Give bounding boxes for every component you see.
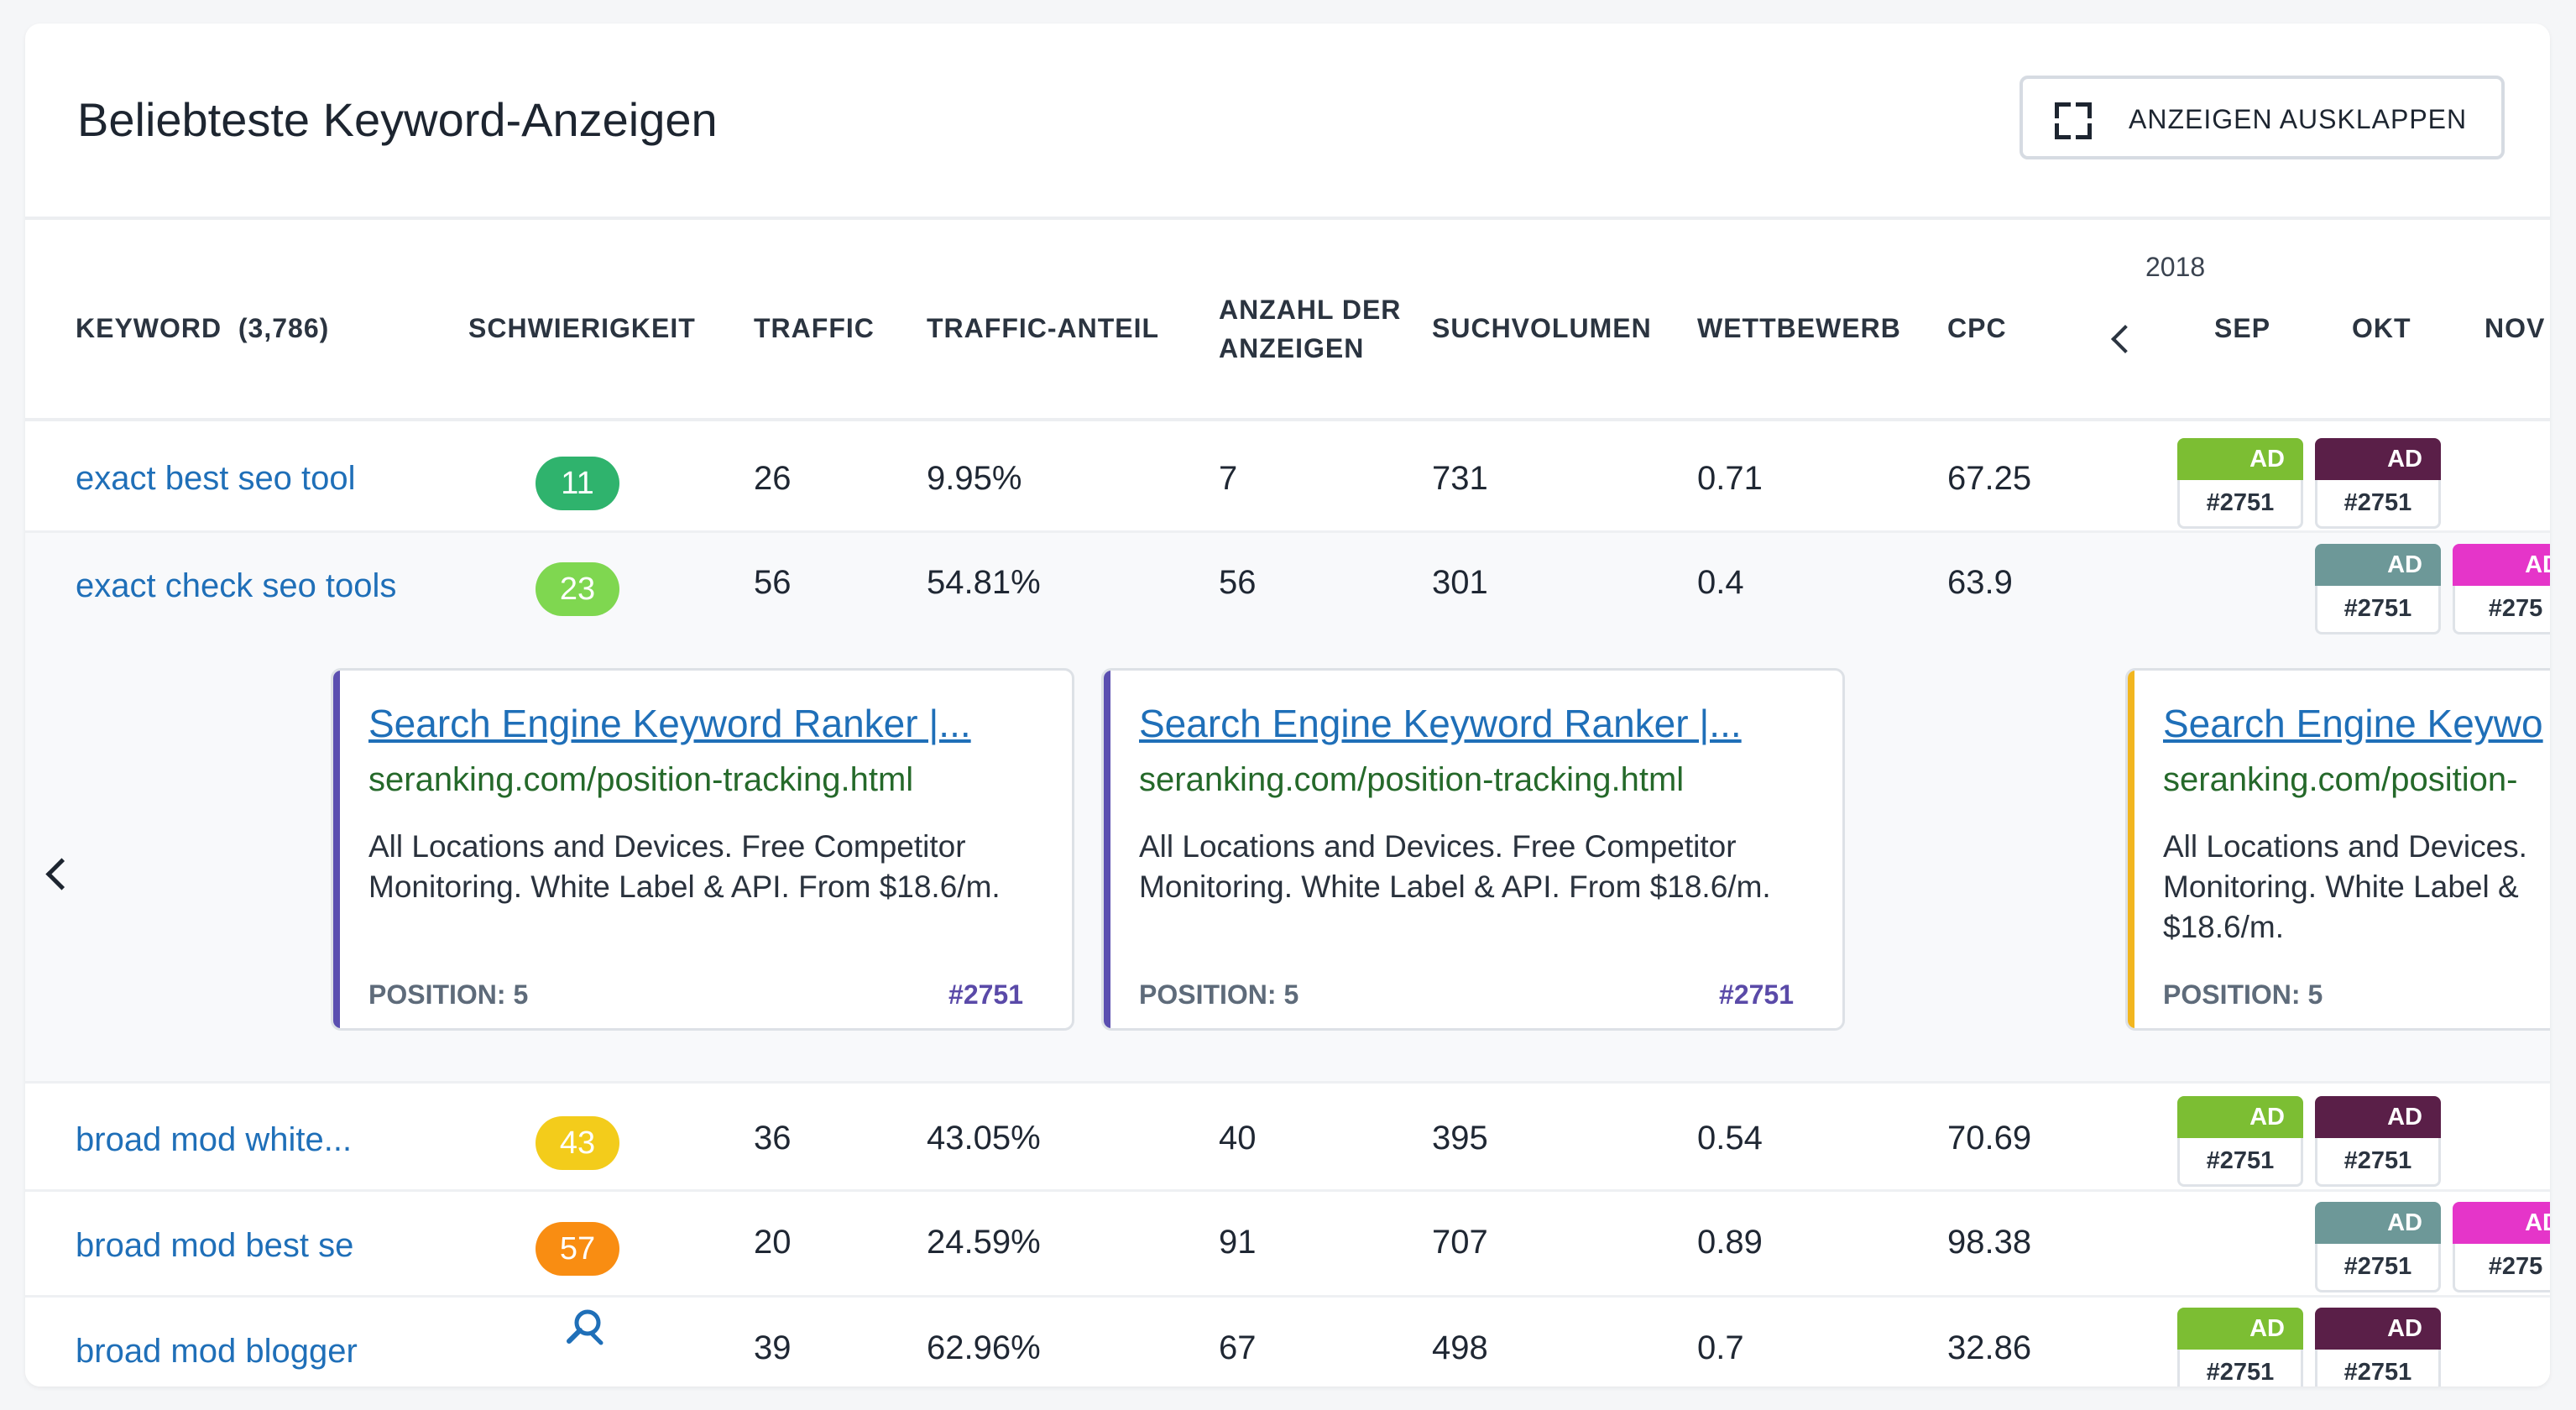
page-title: Beliebteste Keyword-Anzeigen <box>77 93 718 146</box>
card-accent-bar <box>333 671 340 1028</box>
ad-badge[interactable]: AD #2751 <box>2177 438 2303 529</box>
table-row[interactable] <box>25 1192 2550 1295</box>
ad-id: #2751 <box>1719 979 1794 1010</box>
ads-count-value: 91 <box>1219 1224 1257 1261</box>
traffic-share-value: 9.95% <box>927 460 1022 497</box>
ad-preview-card[interactable]: Search Engine Keyword Ranker |... serank… <box>331 668 1074 1031</box>
traffic-share-value: 24.59% <box>927 1224 1041 1261</box>
ad-badge[interactable]: AD #2751 <box>2315 1202 2441 1292</box>
card-accent-bar <box>2128 671 2134 1028</box>
column-header-traffic-share[interactable]: TRAFFIC-ANTEIL <box>927 313 1160 343</box>
competition-value: 0.89 <box>1697 1224 1763 1261</box>
expand-ads-button-label: ANZEIGEN AUSKLAPPEN <box>2129 104 2468 134</box>
cpc-value: 63.9 <box>1947 564 2013 601</box>
traffic-value: 36 <box>754 1120 792 1157</box>
traffic-value: 56 <box>754 564 792 601</box>
search-volume-value: 301 <box>1432 564 1488 601</box>
chevron-left-icon[interactable] <box>2111 325 2140 353</box>
table-row[interactable] <box>25 1084 2550 1189</box>
keyword-link[interactable]: exact best seo tool <box>76 460 356 497</box>
cpc-value: 67.25 <box>1947 460 2032 497</box>
header-divider <box>25 217 2550 220</box>
competition-value: 0.4 <box>1697 564 1744 601</box>
expand-icon <box>2055 102 2092 139</box>
keyword-link[interactable]: broad mod blogger <box>76 1333 358 1370</box>
ad-position: POSITION: 5 <box>2163 979 2323 1010</box>
difficulty-badge: 57 <box>536 1222 619 1276</box>
table-header-divider <box>25 418 2550 421</box>
ad-id: #2751 <box>948 979 1023 1010</box>
competition-value: 0.54 <box>1697 1120 1763 1157</box>
month-sep: SEP <box>2214 313 2271 343</box>
ad-badge[interactable]: AD#275 <box>2453 544 2550 634</box>
search-volume-value: 731 <box>1432 460 1488 497</box>
difficulty-badge: 23 <box>536 562 619 616</box>
cpc-value: 98.38 <box>1947 1224 2032 1261</box>
traffic-share-value: 43.05% <box>927 1120 1041 1157</box>
keyword-link[interactable]: broad mod white... <box>76 1121 353 1158</box>
column-header-competition[interactable]: WETTBEWERB <box>1697 313 1901 343</box>
row-divider <box>25 1189 2550 1192</box>
ad-badge[interactable]: AD #2751 <box>2315 438 2441 529</box>
expand-ads-button[interactable]: ANZEIGEN AUSKLAPPEN <box>2020 76 2505 159</box>
ad-badge[interactable]: AD #2751 <box>2315 1096 2441 1187</box>
traffic-value: 26 <box>754 460 792 497</box>
traffic-value: 39 <box>754 1329 792 1366</box>
ad-title-link[interactable]: Search Engine Keyword Ranker |... <box>1139 702 1742 745</box>
traffic-value: 20 <box>754 1224 792 1261</box>
table-row[interactable] <box>25 1298 2550 1386</box>
search-icon[interactable] <box>564 1306 606 1348</box>
search-volume-value: 498 <box>1432 1329 1488 1366</box>
ad-url: seranking.com/position-tracking.html <box>1139 761 1685 798</box>
difficulty-badge: 11 <box>536 457 619 510</box>
column-header-cpc[interactable]: CPC <box>1947 313 2007 343</box>
competition-value: 0.7 <box>1697 1329 1744 1366</box>
row-divider <box>25 530 2550 533</box>
column-header-keyword[interactable]: KEYWORD (3,786) <box>76 313 330 343</box>
competition-value: 0.71 <box>1697 460 1763 497</box>
keyword-link[interactable]: exact check seo tools <box>76 567 397 604</box>
month-okt: OKT <box>2352 313 2411 343</box>
ad-badge[interactable]: AD #2751 <box>2177 1096 2303 1187</box>
column-header-traffic[interactable]: TRAFFIC <box>754 313 875 343</box>
ad-description: All Locations and Devices. Free Competit… <box>1139 829 1771 904</box>
ad-title-link[interactable]: Search Engine Keyword Ranker |... <box>368 702 971 745</box>
timeline-year: 2018 <box>2145 252 2206 282</box>
keyword-ads-panel: Beliebteste Keyword-Anzeigen ANZEIGEN AU… <box>25 24 2550 1386</box>
ad-url: seranking.com/position-tracking.html <box>368 761 914 798</box>
month-nov: NOV <box>2485 313 2546 343</box>
keyword-link[interactable]: broad mod best se <box>76 1227 354 1264</box>
cpc-value: 70.69 <box>1947 1120 2032 1157</box>
ad-badge[interactable]: AD#275 <box>2453 1202 2550 1292</box>
keyword-count: (3,786) <box>238 313 330 343</box>
ad-position: POSITION: 5 <box>1139 979 1299 1010</box>
ad-preview-card[interactable]: Search Engine Keyword Ranker |... serank… <box>1101 668 1845 1031</box>
ads-count-value: 67 <box>1219 1329 1257 1366</box>
ad-description: All Locations and Devices. Free Competit… <box>368 829 1001 904</box>
table-row[interactable] <box>25 421 2550 530</box>
search-volume-value: 707 <box>1432 1224 1488 1261</box>
difficulty-badge: 43 <box>536 1116 619 1170</box>
traffic-share-value: 54.81% <box>927 564 1041 601</box>
ad-badge[interactable]: AD #2751 <box>2177 1308 2303 1386</box>
ad-position: POSITION: 5 <box>368 979 529 1010</box>
row-divider <box>25 1295 2550 1298</box>
search-volume-value: 395 <box>1432 1120 1488 1157</box>
ads-count-value: 7 <box>1219 460 1238 497</box>
column-header-ads-count[interactable]: ANZAHL DER ANZEIGEN <box>1219 295 1402 363</box>
traffic-share-value: 62.96% <box>927 1329 1041 1366</box>
ad-title-link[interactable]: Search Engine Keywo <box>2163 702 2543 745</box>
ad-url: seranking.com/position- <box>2163 761 2518 798</box>
card-accent-bar <box>1104 671 1110 1028</box>
ad-preview-card[interactable]: Search Engine Keywo seranking.com/positi… <box>2125 668 2550 1031</box>
column-header-difficulty[interactable]: SCHWIERIGKEIT <box>468 313 696 343</box>
row-divider <box>25 1081 2550 1084</box>
ads-count-value: 40 <box>1219 1120 1257 1157</box>
column-header-search-volume[interactable]: SUCHVOLUMEN <box>1432 313 1652 343</box>
cpc-value: 32.86 <box>1947 1329 2032 1366</box>
ad-badge[interactable]: AD #2751 <box>2315 1308 2441 1386</box>
ads-count-value: 56 <box>1219 564 1257 601</box>
ad-description: All Locations and Devices. Monitoring. W… <box>2163 829 2527 944</box>
ad-badge[interactable]: AD #2751 <box>2315 544 2441 634</box>
